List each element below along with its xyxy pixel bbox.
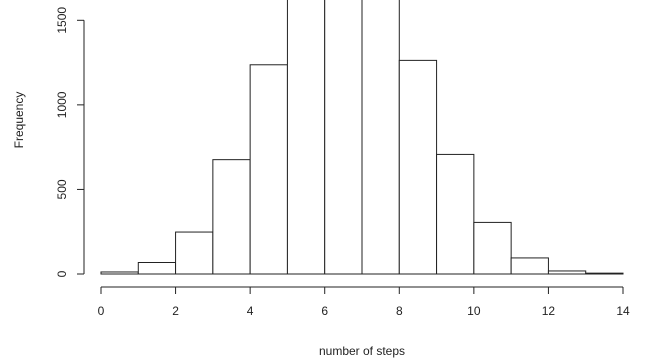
histogram-bar: [175, 231, 214, 275]
histogram-bar: [137, 262, 177, 275]
y-axis: 0 500 1000 1500: [55, 7, 85, 277]
x-tick-label: 8: [396, 304, 403, 318]
histogram-bar: [473, 221, 512, 275]
x-tick-label: 2: [172, 304, 179, 318]
histogram-bar: [585, 272, 624, 275]
histogram-bar: [398, 59, 438, 275]
histogram-bar: [436, 153, 475, 275]
y-axis-title: Frequency: [12, 92, 26, 149]
histogram-bar: [249, 64, 288, 275]
histogram-bar: [324, 0, 363, 275]
x-tick-label: 4: [247, 304, 254, 318]
histogram-bar: [361, 0, 400, 275]
x-axis-title: number of steps: [319, 344, 405, 358]
histogram-bar: [100, 271, 139, 275]
x-axis: 0 2 4 6 8 10 12 14: [98, 286, 630, 318]
y-tick-label: 500: [55, 179, 69, 199]
histogram-bars: [100, 0, 624, 275]
x-tick-label: 6: [321, 304, 328, 318]
histogram-bar: [286, 0, 326, 275]
x-tick-label: 10: [467, 304, 481, 318]
y-tick-label: 1000: [55, 91, 69, 118]
x-tick-label: 12: [542, 304, 556, 318]
x-tick-label: 14: [616, 304, 630, 318]
histogram-bar: [547, 270, 587, 275]
y-tick-label: 0: [55, 270, 69, 277]
x-tick-label: 0: [98, 304, 105, 318]
y-tick-label: 1500: [55, 7, 69, 34]
histogram-bar: [212, 159, 251, 275]
histogram-bar: [510, 257, 549, 275]
